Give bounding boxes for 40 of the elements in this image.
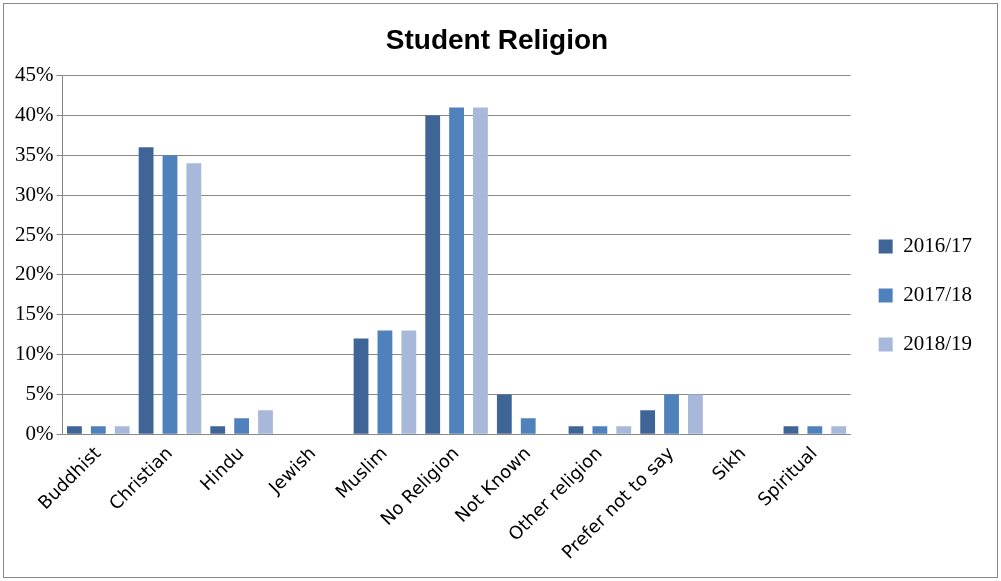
bar (664, 394, 679, 434)
bar (688, 394, 703, 434)
bar (401, 330, 417, 434)
bar (568, 426, 584, 434)
y-tick-label: 30% (14, 181, 54, 206)
y-tick-label: 0% (25, 420, 54, 445)
bar (90, 426, 106, 434)
y-tick-label: 45% (14, 62, 54, 87)
bar (186, 163, 202, 434)
bar (138, 147, 154, 434)
y-tick-label: 15% (14, 301, 54, 326)
bar (258, 410, 273, 434)
bar (807, 426, 823, 434)
bar (496, 394, 512, 434)
bar (234, 418, 250, 434)
bar (353, 338, 369, 434)
legend-label: 2016/17 (903, 233, 973, 258)
bar (162, 155, 178, 434)
bar (425, 115, 441, 434)
chart-title: Student Religion (385, 23, 609, 55)
bar (592, 426, 608, 434)
bar (473, 107, 488, 434)
y-tick-label: 40% (14, 101, 54, 126)
y-tick-label: 5% (25, 380, 54, 405)
bar (449, 107, 464, 434)
bar (377, 330, 393, 434)
y-tick-label: 10% (14, 341, 54, 366)
bar (783, 426, 799, 434)
bar (210, 426, 226, 434)
y-tick-label: 25% (14, 221, 54, 246)
y-tick-label: 20% (14, 261, 54, 286)
bar (831, 426, 847, 434)
bar (114, 426, 130, 434)
y-tick-label: 35% (14, 141, 54, 166)
bar (616, 426, 632, 434)
legend-label: 2017/18 (903, 282, 973, 307)
bar (67, 426, 82, 434)
bar (640, 410, 656, 434)
bar (520, 418, 536, 434)
legend-label: 2018/19 (903, 331, 973, 356)
